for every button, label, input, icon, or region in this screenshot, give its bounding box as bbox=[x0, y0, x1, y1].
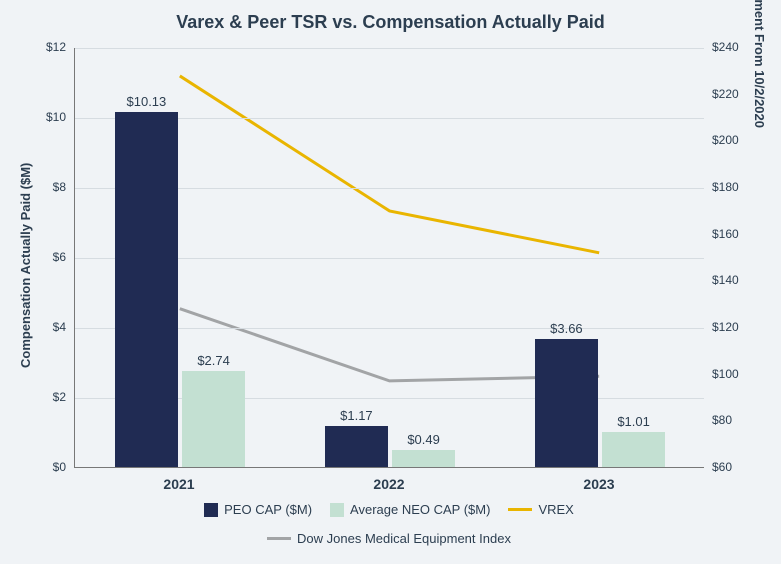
bar-label-neo: $1.01 bbox=[617, 414, 650, 429]
bar-peo bbox=[535, 339, 598, 467]
legend-item-dow: Dow Jones Medical Equipment Index bbox=[267, 531, 511, 546]
bar-label-peo: $3.66 bbox=[550, 321, 583, 336]
bar-label-peo: $10.13 bbox=[127, 94, 167, 109]
y-right-tick: $240 bbox=[712, 40, 739, 54]
y-left-tick: $2 bbox=[26, 390, 66, 404]
y-right-tick: $120 bbox=[712, 320, 739, 334]
y-right-tick: $200 bbox=[712, 133, 739, 147]
bar-peo bbox=[115, 112, 178, 467]
y-left-tick: $0 bbox=[26, 460, 66, 474]
y-axis-right-label: Value of $100 Investment From 10/2/2020 bbox=[752, 0, 767, 128]
y-right-tick: $160 bbox=[712, 227, 739, 241]
legend-swatch bbox=[330, 503, 344, 517]
y-left-tick: $8 bbox=[26, 180, 66, 194]
y-right-tick: $180 bbox=[712, 180, 739, 194]
legend-label: Average NEO CAP ($M) bbox=[350, 502, 490, 517]
legend-swatch bbox=[204, 503, 218, 517]
legend-item-vrex: VREX bbox=[508, 502, 573, 517]
bar-neo bbox=[392, 450, 455, 467]
plot-area: $10.13 $1.17 $3.66 $2.74 $0.49 $1.01 bbox=[74, 48, 704, 468]
legend: PEO CAP ($M) Average NEO CAP ($M) VREX Dow … bbox=[74, 502, 704, 546]
legend-swatch bbox=[267, 537, 291, 540]
x-tick: 2021 bbox=[163, 476, 194, 492]
bar-label-neo: $2.74 bbox=[197, 353, 230, 368]
bar-neo bbox=[182, 371, 245, 467]
bar-peo bbox=[325, 426, 388, 467]
gridline bbox=[75, 48, 704, 49]
line-vrex bbox=[180, 76, 599, 253]
y-right-tick: $140 bbox=[712, 273, 739, 287]
y-right-tick: $220 bbox=[712, 87, 739, 101]
chart-container: Varex & Peer TSR vs. Compensation Actual… bbox=[0, 0, 781, 564]
legend-swatch bbox=[508, 508, 532, 511]
y-left-tick: $6 bbox=[26, 250, 66, 264]
bar-neo bbox=[602, 432, 665, 467]
legend-label: PEO CAP ($M) bbox=[224, 502, 312, 517]
y-right-tick: $80 bbox=[712, 413, 732, 427]
y-right-tick: $100 bbox=[712, 367, 739, 381]
y-left-tick: $4 bbox=[26, 320, 66, 334]
x-tick: 2022 bbox=[373, 476, 404, 492]
legend-item-neo: Average NEO CAP ($M) bbox=[330, 502, 490, 517]
y-left-tick: $10 bbox=[26, 110, 66, 124]
legend-label: VREX bbox=[538, 502, 573, 517]
chart-title: Varex & Peer TSR vs. Compensation Actual… bbox=[0, 12, 781, 33]
bar-label-peo: $1.17 bbox=[340, 408, 373, 423]
y-right-tick: $60 bbox=[712, 460, 732, 474]
legend-item-peo: PEO CAP ($M) bbox=[204, 502, 312, 517]
x-tick: 2023 bbox=[583, 476, 614, 492]
legend-label: Dow Jones Medical Equipment Index bbox=[297, 531, 511, 546]
bar-label-neo: $0.49 bbox=[407, 432, 440, 447]
y-left-tick: $12 bbox=[26, 40, 66, 54]
